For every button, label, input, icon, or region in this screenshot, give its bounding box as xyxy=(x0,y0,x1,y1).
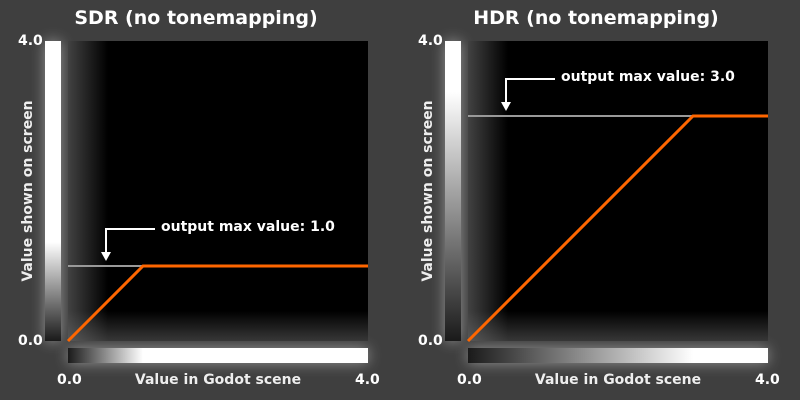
annotation-arrow-line xyxy=(105,228,155,254)
y-tick-max: 4.0 xyxy=(18,33,43,49)
max-value-annotation: output max value: 3.0 xyxy=(561,69,735,85)
series-line xyxy=(66,264,368,343)
y-tick-min: 0.0 xyxy=(18,333,43,349)
x-gradient-bar xyxy=(68,348,368,363)
arrow-head-icon xyxy=(101,252,111,261)
series-line xyxy=(466,114,768,343)
x-tick-min: 0.0 xyxy=(57,372,82,388)
x-gradient-bar xyxy=(468,348,768,363)
chart-overlay xyxy=(66,228,368,343)
chart-overlay xyxy=(466,78,768,343)
x-tick-min: 0.0 xyxy=(457,372,482,388)
chart-title: SDR (no tonemapping) xyxy=(74,7,318,29)
y-tick-min: 0.0 xyxy=(418,333,443,349)
sdr-panel: SDR (no tonemapping) 4.0 0.0 0.0 4.0 Val… xyxy=(18,7,380,388)
plot-area xyxy=(68,41,368,341)
x-axis-label: Value in Godot scene xyxy=(534,372,702,388)
y-gradient-bar xyxy=(45,41,61,341)
x-axis-label: Value in Godot scene xyxy=(134,372,302,388)
arrow-head-icon xyxy=(501,102,511,111)
y-gradient-bar xyxy=(445,41,461,341)
annotation-arrow-line xyxy=(505,78,555,104)
hdr-panel: HDR (no tonemapping) 4.0 0.0 0.0 4.0 Val… xyxy=(400,0,800,400)
chart-title: HDR (no tonemapping) xyxy=(473,7,719,29)
y-tick-max: 4.0 xyxy=(418,33,443,49)
max-value-annotation: output max value: 1.0 xyxy=(161,219,335,235)
x-tick-max: 4.0 xyxy=(355,372,380,388)
x-tick-max: 4.0 xyxy=(755,372,780,388)
